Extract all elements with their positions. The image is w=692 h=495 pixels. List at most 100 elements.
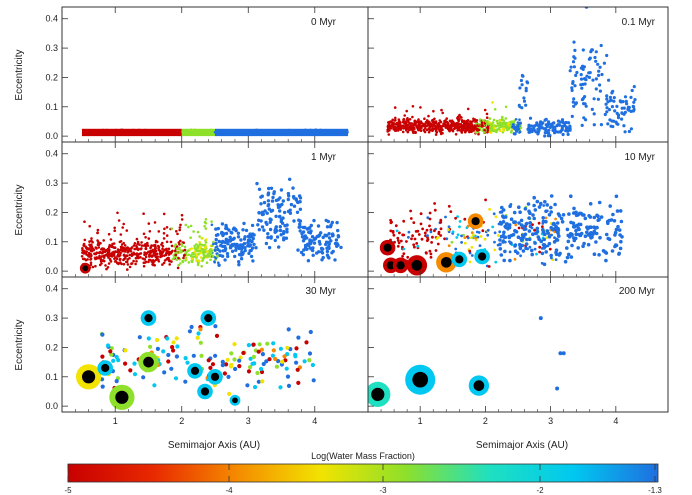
particle-point (567, 121, 571, 125)
particle-point (516, 235, 521, 239)
embryo-core (232, 397, 238, 404)
particle-point (570, 114, 574, 118)
particle-point (84, 129, 88, 133)
particle-point (474, 236, 477, 240)
particle-point (629, 127, 634, 131)
particle-point (417, 124, 420, 127)
particle-point (243, 235, 247, 239)
particle-point (251, 259, 255, 263)
particle-point (269, 218, 273, 222)
particle-point (563, 259, 568, 264)
particle-point (432, 109, 435, 113)
particle-point (210, 223, 214, 227)
colorbar-tick-label: -5 (64, 486, 72, 495)
particle-point (558, 351, 563, 356)
particle-point (310, 362, 315, 368)
particle-point (93, 130, 97, 133)
particle-point (614, 194, 619, 199)
particle-point (454, 123, 457, 127)
particle-point (206, 132, 209, 135)
particle-point (549, 194, 554, 198)
particle-point (545, 203, 549, 207)
particle-point (550, 256, 553, 260)
particle-point (424, 234, 427, 238)
particle-point (410, 237, 413, 241)
particle-point (597, 253, 601, 257)
particle-point (435, 237, 439, 241)
panel-frame (367, 276, 669, 413)
particle-point (248, 129, 252, 133)
particle-point (588, 202, 593, 206)
embryo-core (82, 265, 89, 272)
particle-point (151, 261, 155, 265)
particle-point (135, 237, 139, 241)
particle-point (165, 247, 168, 251)
particle-point (501, 208, 506, 212)
particle-point (254, 130, 257, 134)
particle-point (136, 240, 140, 244)
particle-point (554, 252, 559, 257)
particle-point (161, 247, 164, 251)
particle-point (122, 262, 126, 266)
particle-point (284, 366, 289, 371)
particle-point (237, 358, 242, 363)
particle-point (597, 200, 602, 205)
particle-point (236, 231, 241, 235)
particle-point (144, 247, 148, 251)
particle-point (284, 236, 289, 240)
particle-point (302, 248, 306, 252)
particle-point (162, 370, 167, 375)
embryo-core (383, 243, 392, 252)
particle-point (298, 200, 302, 204)
particle-point (593, 55, 597, 60)
particle-point (228, 235, 232, 239)
particle-point (521, 74, 525, 78)
y-tick-label: 0.4 (45, 14, 58, 24)
particle-point (485, 116, 489, 119)
panel-label-2: 1 Myr (311, 152, 337, 163)
particle-point (142, 261, 146, 265)
particle-point (316, 224, 321, 228)
particle-point (301, 225, 305, 230)
particle-point (518, 210, 522, 214)
particle-point (529, 124, 534, 128)
particle-point (513, 243, 518, 247)
particle-point (267, 357, 272, 362)
particle-point (245, 383, 250, 388)
particle-point (589, 225, 593, 229)
particle-point (389, 218, 392, 222)
particle-point (483, 128, 486, 132)
particle-point (304, 340, 309, 345)
particle-point (583, 216, 588, 221)
particle-point (568, 124, 572, 128)
particle-point (622, 106, 626, 110)
particle-point (516, 127, 520, 131)
plot-area (368, 316, 566, 407)
particle-point (88, 240, 91, 243)
particle-point (208, 132, 211, 136)
y-tick-label: 0.1 (45, 372, 58, 382)
particle-point (123, 348, 128, 353)
particle-point (538, 245, 542, 249)
particle-point (576, 246, 580, 250)
particle-point (307, 132, 310, 136)
particle-point (524, 103, 528, 107)
particle-point (189, 254, 193, 258)
particle-point (259, 202, 263, 206)
particle-point (88, 247, 91, 250)
particle-point (264, 359, 269, 364)
particle-point (401, 254, 404, 258)
particle-point (447, 204, 451, 208)
particle-point (182, 256, 185, 260)
particle-point (525, 237, 529, 242)
particle-point (332, 133, 336, 136)
particle-point (279, 233, 283, 237)
particle-point (254, 128, 258, 132)
particle-point (256, 349, 261, 354)
particle-point (170, 244, 174, 248)
particle-point (113, 257, 116, 261)
embryo-core (386, 261, 395, 270)
embryo-core (471, 217, 480, 226)
particle-point (524, 242, 529, 246)
particle-point (113, 246, 116, 249)
